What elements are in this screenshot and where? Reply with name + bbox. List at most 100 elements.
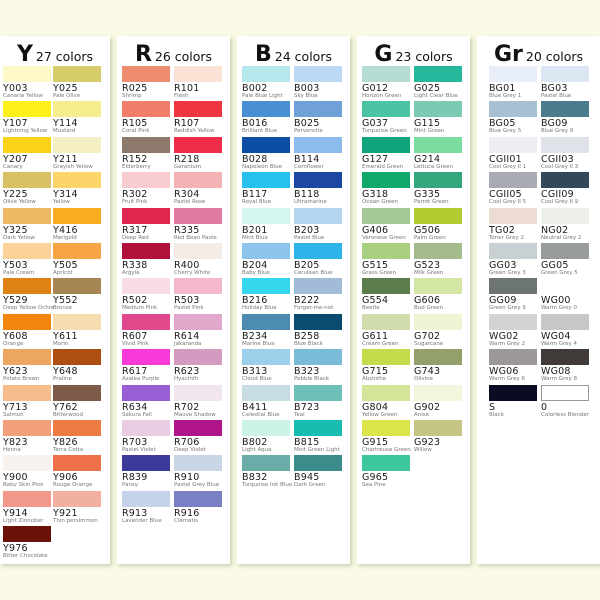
color-name: Warm Grey 4 [541, 340, 578, 347]
color-code: Y025 [53, 83, 78, 94]
color-item: B117 Royal Blue [242, 172, 290, 206]
color-code: G318 [362, 189, 389, 201]
color-code: GG03 [489, 260, 517, 271]
color-name: Cerulean Blue [294, 270, 333, 276]
color-swatch [541, 136, 589, 153]
color-name: Cornflower [294, 163, 324, 170]
color-item: G902 Anise [414, 384, 462, 419]
color-item: G965 Sea Pine [362, 455, 410, 489]
color-name: Rouge Orange [53, 482, 93, 489]
color-name: Pastel Blue [541, 93, 572, 99]
color-swatch [122, 420, 170, 436]
color-item: B802 Light Aqua [242, 420, 290, 454]
group-title: R 26 colors [117, 42, 230, 67]
group-title: Y 27 colors [0, 42, 110, 67]
color-name: Cool Grey II 9 [541, 199, 579, 206]
color-code: WG04 [541, 330, 571, 342]
color-name: Palm Green [414, 234, 446, 241]
color-item: Y906 Rouge Orange [53, 455, 101, 489]
color-item: Y826 Terra Cotta [53, 420, 101, 454]
color-swatch [362, 207, 410, 224]
color-name: Thin persimmon [53, 517, 98, 524]
color-item: R503 Pastel Pink [174, 278, 222, 312]
color-item: BG01 Blue Grey 1 [489, 66, 537, 100]
color-item: Y314 Yellow [53, 172, 101, 206]
color-swatch [489, 243, 537, 259]
color-name: Sky Blue [294, 93, 318, 99]
color-swatch [242, 278, 290, 295]
color-code: Y107 [3, 118, 28, 130]
color-name: Holiday Blue [242, 305, 277, 312]
color-name: Pale Blue Light [242, 93, 283, 99]
color-name: Cool Grey II 3 [541, 163, 579, 170]
color-name: Azalea Purple [122, 376, 160, 383]
color-item: R703 Pastel Violet [122, 420, 170, 454]
color-item: G515 Grass Green [362, 243, 410, 277]
group-title: B 24 colors [237, 42, 350, 67]
color-item: B003 Sky Blue [294, 66, 342, 100]
color-name: Praline [53, 376, 72, 383]
color-swatch [3, 278, 51, 295]
color-code: WG00 [541, 295, 571, 307]
color-swatch [53, 420, 101, 436]
color-group-y: Y 27 colors Y003 Canaria Yellow Y025 Pale Oli… [0, 36, 110, 564]
color-swatch [3, 313, 51, 330]
color-swatch [414, 349, 462, 366]
color-item: Y325 Dark Yellow [3, 207, 51, 242]
color-code: B258 [294, 330, 320, 342]
color-name: Medium Pink [122, 305, 158, 312]
color-code: Y823 [3, 437, 28, 448]
color-item: R607 Vivid Pink [122, 313, 170, 348]
color-code: G743 [414, 366, 441, 378]
color-name: Orange [3, 340, 24, 347]
color-name: Anise [414, 411, 430, 418]
color-name: Mint Blue [242, 234, 268, 241]
color-item: G115 Mint Green [414, 101, 462, 135]
color-swatch [53, 349, 101, 366]
color-item: R706 Deep Violet [174, 420, 222, 454]
color-swatch [489, 207, 537, 224]
color-item: B258 Blue Black [294, 313, 342, 348]
color-name: Toner Grey 2 [489, 234, 524, 241]
color-swatch [3, 384, 51, 401]
color-swatch [294, 278, 342, 295]
color-swatch [541, 278, 589, 295]
color-name: Dark Green [294, 482, 326, 489]
color-name: Terra Cotta [53, 447, 84, 453]
color-swatch [362, 66, 410, 82]
color-swatch [174, 101, 222, 118]
color-swatch [414, 172, 462, 189]
color-name: Neutral Grey 2 [541, 234, 582, 241]
color-item: G804 Yellow Green [362, 384, 410, 419]
color-name: Black [489, 411, 504, 418]
color-code: TG02 [489, 224, 516, 236]
color-code: Y325 [3, 224, 28, 236]
color-name: Warm Grey 6 [489, 376, 526, 383]
color-name: Yellow [53, 199, 70, 206]
color-swatch [3, 136, 51, 153]
color-swatch [489, 136, 537, 153]
color-code: G335 [414, 189, 441, 201]
color-item: B201 Mint Blue [242, 207, 290, 242]
color-swatch [3, 420, 51, 436]
color-item: Y552 Bronze [53, 278, 101, 312]
color-swatch [242, 207, 290, 224]
color-name: Turquoise Green [362, 128, 407, 135]
color-swatch [122, 101, 170, 118]
color-code: B201 [242, 224, 268, 236]
color-swatch [174, 136, 222, 153]
color-item: B205 Cerulean Blue [294, 243, 342, 277]
color-name: Sakura Fall [122, 411, 152, 418]
color-name: Pastel Violet [122, 447, 156, 453]
color-name: Argyle [122, 270, 140, 276]
color-swatch [122, 490, 170, 507]
color-item: Y207 Canary [3, 136, 51, 171]
color-code: Y921 [53, 507, 78, 519]
color-code: Y207 [3, 153, 28, 165]
color-swatch [122, 243, 170, 259]
color-swatch [541, 243, 589, 259]
color-code: S [489, 401, 496, 413]
color-code: R025 [122, 83, 148, 94]
color-code: B016 [242, 118, 268, 130]
color-code: B945 [294, 472, 320, 484]
